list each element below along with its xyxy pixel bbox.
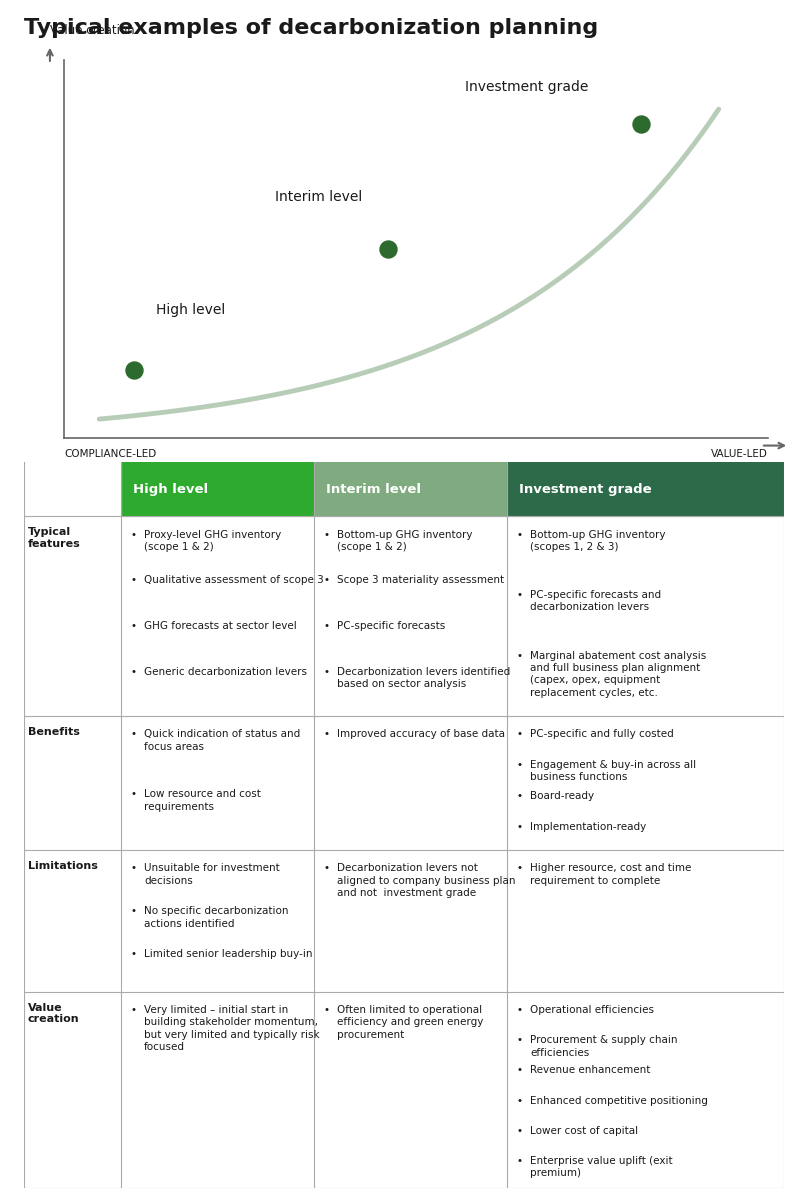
Text: Bottom-up GHG inventory
(scopes 1, 2 & 3): Bottom-up GHG inventory (scopes 1, 2 & 3… xyxy=(530,529,666,552)
Text: Level of decarbonization plan: Level of decarbonization plan xyxy=(601,484,775,497)
Point xyxy=(382,239,394,258)
Text: •: • xyxy=(323,1006,330,1015)
Text: Qualitative assessment of scope 3: Qualitative assessment of scope 3 xyxy=(144,575,324,586)
Text: Investment grade: Investment grade xyxy=(466,80,589,94)
Text: Decarbonization levers not
aligned to company business plan
and not  investment : Decarbonization levers not aligned to co… xyxy=(337,864,516,899)
Text: •: • xyxy=(517,1066,522,1075)
Point xyxy=(128,360,141,379)
Text: Enhanced competitive positioning: Enhanced competitive positioning xyxy=(530,1096,708,1105)
Text: Marginal abatement cost analysis
and full business plan alignment
(capex, opex, : Marginal abatement cost analysis and ful… xyxy=(530,650,706,697)
Text: Proxy-level GHG inventory
(scope 1 & 2): Proxy-level GHG inventory (scope 1 & 2) xyxy=(144,529,282,552)
Text: •: • xyxy=(130,906,136,917)
Text: High level: High level xyxy=(133,482,208,496)
Text: •: • xyxy=(517,650,522,660)
Text: Unsuitable for investment
decisions: Unsuitable for investment decisions xyxy=(144,864,280,886)
Text: Limited senior leadership buy-in: Limited senior leadership buy-in xyxy=(144,949,313,959)
Text: •: • xyxy=(130,1006,136,1015)
Bar xyxy=(314,462,507,516)
Text: PC-specific and fully costed: PC-specific and fully costed xyxy=(530,730,674,739)
Text: •: • xyxy=(323,529,330,540)
Text: •: • xyxy=(517,590,522,600)
Text: GHG forecasts at sector level: GHG forecasts at sector level xyxy=(144,622,297,631)
Text: Interim level: Interim level xyxy=(326,482,421,496)
Text: Board-ready: Board-ready xyxy=(530,791,594,800)
Text: PC-specific forecasts and
decarbonization levers: PC-specific forecasts and decarbonizatio… xyxy=(530,590,662,612)
Text: Bottom-up GHG inventory
(scope 1 & 2): Bottom-up GHG inventory (scope 1 & 2) xyxy=(337,529,473,552)
Text: Implementation-ready: Implementation-ready xyxy=(530,822,646,832)
Text: Engagement & buy-in across all
business functions: Engagement & buy-in across all business … xyxy=(530,760,696,782)
Text: VALUE-LED: VALUE-LED xyxy=(711,449,768,458)
Bar xyxy=(507,462,784,516)
Text: Lower cost of capital: Lower cost of capital xyxy=(530,1126,638,1136)
Bar xyxy=(24,462,122,516)
Text: Value creation: Value creation xyxy=(50,24,134,37)
Text: Procurement & supply chain
efficiencies: Procurement & supply chain efficiencies xyxy=(530,1036,678,1057)
Text: •: • xyxy=(130,667,136,677)
Text: •: • xyxy=(323,667,330,677)
Text: Revenue enhancement: Revenue enhancement xyxy=(530,1066,650,1075)
Text: Generic decarbonization levers: Generic decarbonization levers xyxy=(144,667,307,677)
Text: Typical examples of decarbonization planning: Typical examples of decarbonization plan… xyxy=(24,18,598,38)
Text: •: • xyxy=(517,822,522,832)
Text: •: • xyxy=(130,622,136,631)
Text: Interim level: Interim level xyxy=(275,190,362,204)
Text: Quick indication of status and
focus areas: Quick indication of status and focus are… xyxy=(144,730,300,751)
Text: •: • xyxy=(323,575,330,586)
Text: Limitations: Limitations xyxy=(28,862,98,871)
Text: Decarbonization levers identified
based on sector analysis: Decarbonization levers identified based … xyxy=(337,667,510,689)
Text: •: • xyxy=(517,864,522,874)
Text: •: • xyxy=(323,864,330,874)
Text: •: • xyxy=(517,1036,522,1045)
Text: Value
creation: Value creation xyxy=(28,1003,79,1025)
Text: Improved accuracy of base data: Improved accuracy of base data xyxy=(337,730,505,739)
Text: COMPLIANCE-LED: COMPLIANCE-LED xyxy=(64,449,156,458)
Text: •: • xyxy=(517,760,522,770)
Bar xyxy=(122,462,314,516)
Text: •: • xyxy=(517,1126,522,1136)
Text: •: • xyxy=(130,790,136,799)
Text: PC-specific forecasts: PC-specific forecasts xyxy=(337,622,446,631)
Text: Low resource and cost
requirements: Low resource and cost requirements xyxy=(144,790,261,811)
Text: Often limited to operational
efficiency and green energy
procurement: Often limited to operational efficiency … xyxy=(337,1006,483,1040)
Text: Scope 3 materiality assessment: Scope 3 materiality assessment xyxy=(337,575,504,586)
Text: Operational efficiencies: Operational efficiencies xyxy=(530,1006,654,1015)
Text: •: • xyxy=(130,730,136,739)
Text: High level: High level xyxy=(155,304,225,317)
Text: •: • xyxy=(517,791,522,800)
Text: •: • xyxy=(517,1096,522,1105)
Text: •: • xyxy=(517,529,522,540)
Text: •: • xyxy=(130,529,136,540)
Text: Higher resource, cost and time
requirement to complete: Higher resource, cost and time requireme… xyxy=(530,864,691,886)
Text: •: • xyxy=(130,575,136,586)
Text: •: • xyxy=(130,864,136,874)
Text: •: • xyxy=(130,949,136,959)
Text: •: • xyxy=(517,1156,522,1166)
Text: Enterprise value uplift (exit
premium): Enterprise value uplift (exit premium) xyxy=(530,1156,673,1178)
Point xyxy=(635,115,648,134)
Text: •: • xyxy=(517,1006,522,1015)
Text: Benefits: Benefits xyxy=(28,727,80,737)
Text: Very limited – initial start in
building stakeholder momentum,
but very limited : Very limited – initial start in building… xyxy=(144,1006,320,1052)
Text: Typical
features: Typical features xyxy=(28,527,81,548)
Text: •: • xyxy=(323,622,330,631)
Text: •: • xyxy=(323,730,330,739)
Text: No specific decarbonization
actions identified: No specific decarbonization actions iden… xyxy=(144,906,289,929)
Text: Investment grade: Investment grade xyxy=(518,482,651,496)
Text: •: • xyxy=(517,730,522,739)
